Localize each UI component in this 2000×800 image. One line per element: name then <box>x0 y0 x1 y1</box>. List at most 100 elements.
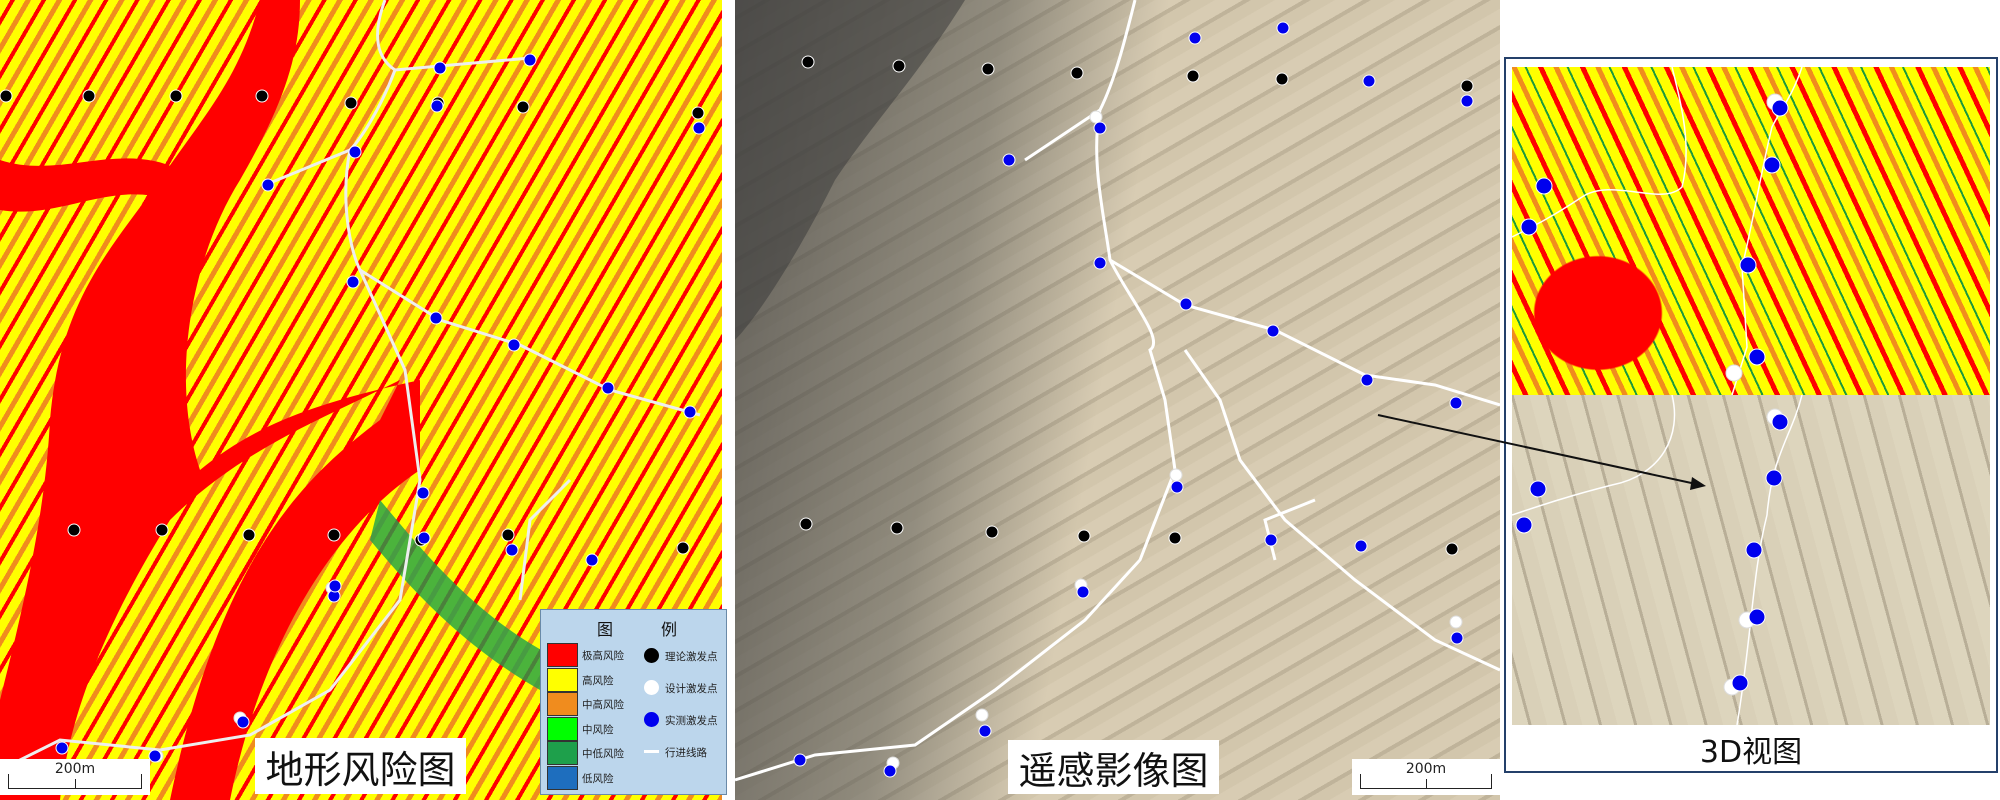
theoretical-point <box>169 89 183 103</box>
theoretical-point <box>67 523 81 537</box>
measured-point <box>883 764 897 778</box>
measured-point <box>1354 539 1368 553</box>
measured-point <box>523 53 537 67</box>
measured-point <box>1170 480 1184 494</box>
theoretical-point <box>1186 69 1200 83</box>
measured-point <box>1765 469 1783 487</box>
legend-swatch <box>547 692 578 716</box>
design-point <box>1725 364 1743 382</box>
route-line <box>0 0 701 772</box>
route-line <box>1512 67 1803 395</box>
theoretical-point <box>327 528 341 542</box>
measured-point <box>585 553 599 567</box>
scale-bar-remote: 200m <box>1352 759 1500 795</box>
route-line-icon <box>644 750 659 753</box>
theoretical-point <box>676 541 690 555</box>
measured-point <box>1771 99 1789 117</box>
measured-point <box>1763 156 1781 174</box>
measured-point <box>1362 74 1376 88</box>
high-risk-zone <box>0 0 420 800</box>
measured-point <box>601 381 615 395</box>
measured-point <box>1771 413 1789 431</box>
measured-point <box>1093 256 1107 270</box>
theoretical-point <box>255 89 269 103</box>
measured-point <box>1449 396 1463 410</box>
design-point <box>1089 110 1103 124</box>
measured-point <box>1179 297 1193 311</box>
measured-point <box>978 724 992 738</box>
measured-point <box>1515 516 1533 534</box>
theoretical-point <box>981 62 995 76</box>
blue-dot-icon <box>644 712 659 727</box>
theoretical-point <box>1070 66 1084 80</box>
measured-point <box>793 753 807 767</box>
3d-satellite-view <box>1512 395 1990 725</box>
legend-marker-label: 设计激发点 <box>665 683 718 695</box>
legend-title-left: 图 <box>597 620 614 639</box>
theoretical-point <box>1460 79 1474 93</box>
theoretical-point <box>890 521 904 535</box>
theoretical-point <box>1445 542 1459 556</box>
legend-risk-label: 中风险 <box>582 723 614 736</box>
measured-point <box>1745 541 1763 559</box>
measured-point <box>692 121 706 135</box>
measured-point <box>1748 348 1766 366</box>
theoretical-point <box>801 55 815 69</box>
legend-marker-label: 行进线路 <box>665 747 707 759</box>
measured-point <box>1748 608 1766 626</box>
risk-map-title: 地形风险图 <box>255 738 466 794</box>
legend-swatch <box>547 643 578 667</box>
measured-point <box>1264 533 1278 547</box>
3d-view-title: 3D视图 <box>1699 735 1803 770</box>
measured-point <box>348 145 362 159</box>
scale-bar-risk: 200m <box>0 759 150 795</box>
legend-marker-label: 实测激发点 <box>665 715 718 727</box>
measured-point <box>1460 94 1474 108</box>
measured-point <box>433 61 447 75</box>
theoretical-point <box>82 89 96 103</box>
legend-risk-label: 高风险 <box>582 674 614 687</box>
design-point <box>1169 468 1183 482</box>
mid-low-risk-zone <box>370 500 560 690</box>
theoretical-point <box>344 96 358 110</box>
theoretical-point <box>501 528 515 542</box>
theoretical-point <box>799 517 813 531</box>
measured-point <box>430 99 444 113</box>
scale-label: 200m <box>54 761 96 777</box>
legend-swatch <box>547 716 578 741</box>
remote-sensing-title: 遥感影像图 <box>1008 740 1219 794</box>
terrain-risk-map <box>0 0 722 800</box>
measured-point <box>1276 21 1290 35</box>
black-dot-icon <box>644 648 659 663</box>
measured-point <box>1188 31 1202 45</box>
legend-risk-label: 低风险 <box>582 772 614 785</box>
measured-point <box>328 579 342 593</box>
measured-point <box>429 311 443 325</box>
theoretical-point <box>892 59 906 73</box>
design-point <box>975 708 989 722</box>
measured-point <box>507 338 521 352</box>
measured-point <box>236 715 250 729</box>
theoretical-point <box>691 106 705 120</box>
scale-label: 200m <box>1405 761 1447 777</box>
measured-point <box>55 741 69 755</box>
measured-point <box>346 275 360 289</box>
theoretical-point <box>1077 529 1091 543</box>
legend-title-right: 例 <box>661 620 678 639</box>
risk-map-overlay <box>0 0 706 800</box>
measured-point <box>261 178 275 192</box>
theoretical-point <box>1275 72 1289 86</box>
theoretical-point <box>155 523 169 537</box>
white-dot-icon <box>644 680 659 695</box>
measured-point <box>1002 153 1016 167</box>
3d-view-frame: 3D视图 <box>1504 57 1998 773</box>
measured-point <box>1076 585 1090 599</box>
measured-point <box>417 531 431 545</box>
measured-point <box>1529 480 1547 498</box>
legend-risk-label: 中高风险 <box>582 699 624 711</box>
measured-point <box>1266 324 1280 338</box>
3d-risk-view <box>1512 67 1990 395</box>
theoretical-point <box>985 525 999 539</box>
measured-point <box>683 405 697 419</box>
theoretical-point <box>0 89 13 103</box>
